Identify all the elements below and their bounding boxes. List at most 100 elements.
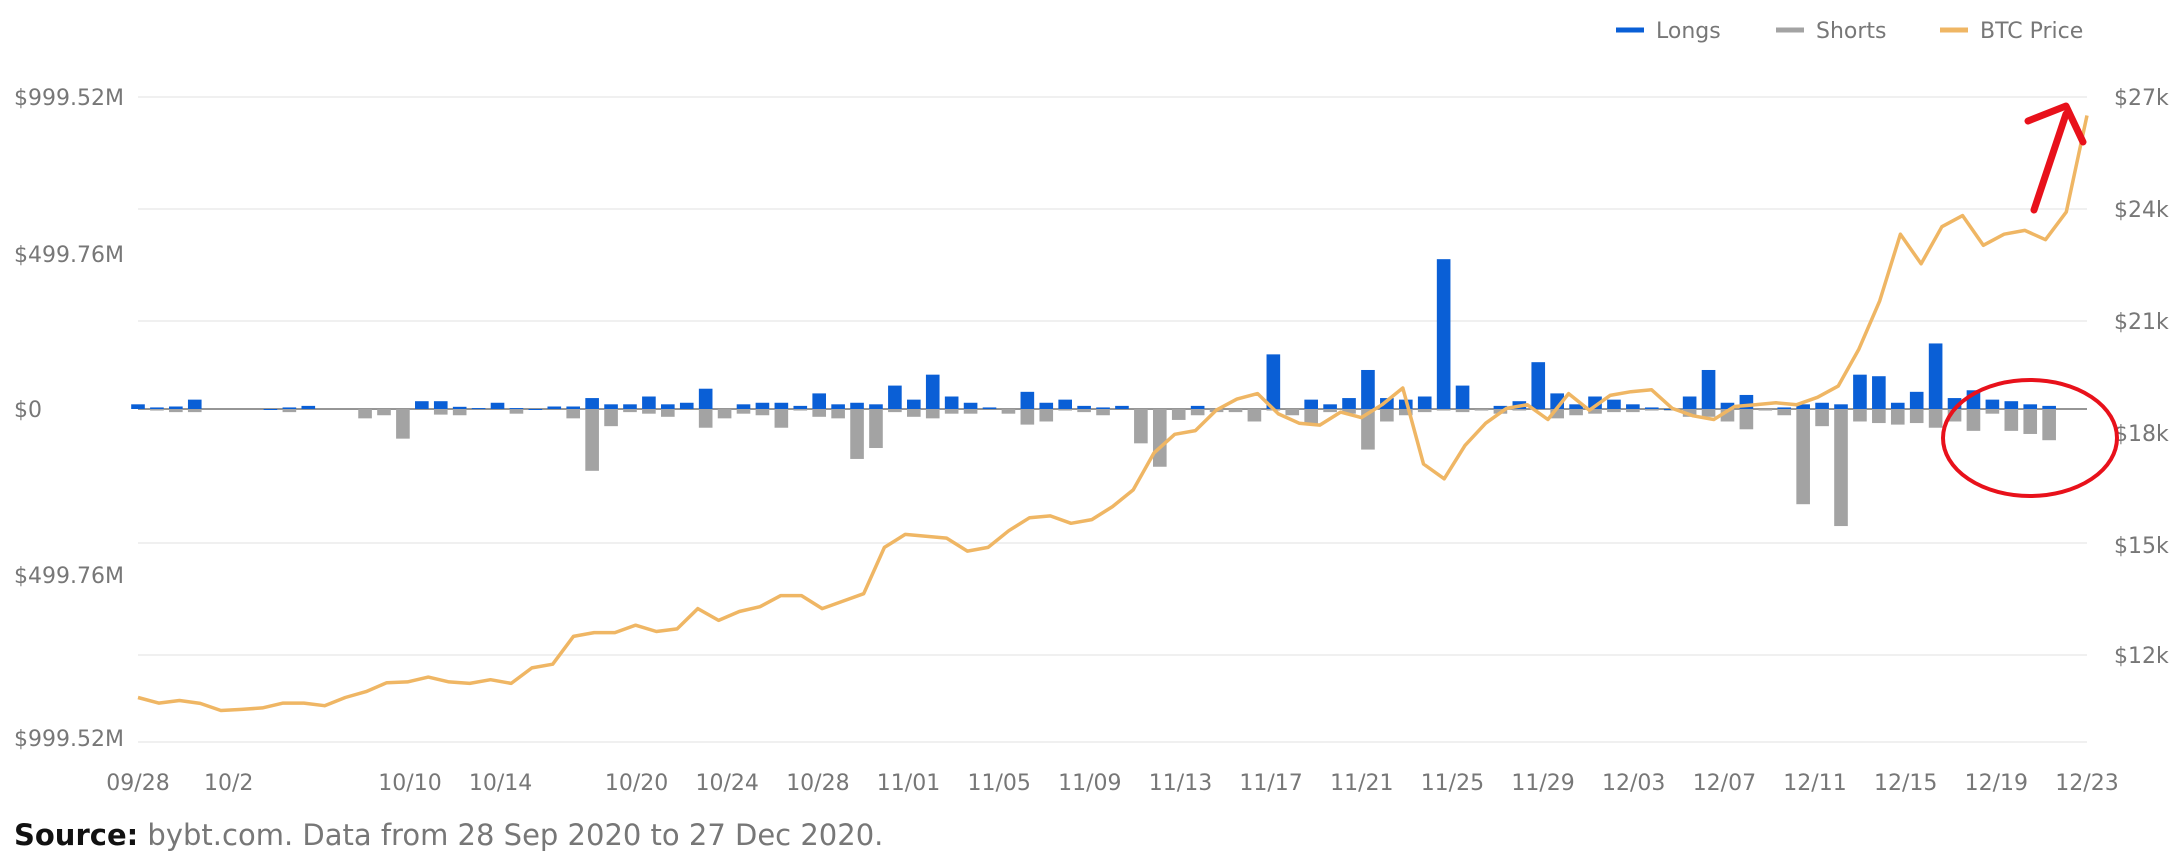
shorts-bar bbox=[1872, 409, 1886, 424]
shorts-bar bbox=[774, 409, 789, 428]
longs-bar bbox=[642, 396, 656, 409]
shorts-bar bbox=[1890, 409, 1905, 425]
shorts-bar bbox=[1039, 409, 1054, 422]
longs-bar bbox=[1682, 396, 1697, 409]
source-note: Source: bybt.com. Data from 28 Sep 2020 … bbox=[14, 818, 883, 852]
longs-bar bbox=[1039, 402, 1054, 409]
longs-bar bbox=[1455, 385, 1470, 409]
shorts-bar bbox=[1285, 409, 1300, 416]
shorts-bar bbox=[1512, 409, 1527, 411]
shorts-bar bbox=[187, 409, 202, 413]
longs-bar bbox=[1077, 405, 1091, 409]
longs-bar bbox=[490, 402, 505, 409]
shorts-bar bbox=[282, 409, 297, 413]
longs-bar bbox=[1607, 399, 1621, 409]
longs-bar bbox=[1342, 398, 1356, 409]
shorts-bar bbox=[1077, 409, 1091, 413]
x-tick-label: 12/19 bbox=[1965, 771, 2028, 796]
longs-bar bbox=[1853, 374, 1867, 409]
longs-bar bbox=[1020, 391, 1035, 409]
shorts-bar bbox=[642, 409, 656, 414]
longs-bar bbox=[812, 393, 827, 409]
longs-bar bbox=[1796, 404, 1810, 409]
longs-bar bbox=[679, 402, 694, 409]
shorts-bar bbox=[1607, 409, 1621, 413]
longs-bar bbox=[793, 405, 808, 409]
shorts-bar bbox=[1815, 409, 1829, 427]
x-tick-label: 11/09 bbox=[1058, 771, 1121, 796]
shorts-bar bbox=[358, 409, 372, 419]
legend-label: BTC Price bbox=[1980, 19, 2083, 44]
shorts-bar bbox=[1739, 409, 1754, 430]
longs-bar bbox=[736, 404, 751, 409]
shorts-bar bbox=[1834, 409, 1848, 527]
shorts-bar bbox=[1985, 409, 2000, 414]
y-left-tick-label: $0 bbox=[14, 398, 42, 423]
longs-bar bbox=[301, 405, 316, 409]
shorts-bar bbox=[1928, 409, 1943, 428]
shorts-bar bbox=[812, 409, 827, 417]
shorts-bar bbox=[1342, 409, 1356, 414]
x-tick-label: 11/25 bbox=[1421, 771, 1484, 796]
shorts-bar bbox=[831, 409, 845, 419]
shorts-bar bbox=[1020, 409, 1035, 425]
shorts-bar bbox=[925, 409, 940, 419]
longs-bar bbox=[1361, 369, 1375, 409]
shorts-bar bbox=[1455, 409, 1470, 413]
shorts-bar bbox=[1417, 409, 1432, 413]
longs-bar bbox=[1380, 398, 1394, 409]
y-right-tick-label: $21k bbox=[2114, 310, 2169, 335]
longs-bar bbox=[528, 409, 543, 410]
red-arrow-shaft bbox=[2030, 110, 2070, 214]
longs-bar bbox=[187, 399, 202, 409]
longs-bar bbox=[1304, 399, 1318, 409]
longs-bar bbox=[1834, 404, 1848, 409]
longs-bar bbox=[1115, 405, 1129, 409]
y-right-tick-label: $15k bbox=[2114, 534, 2169, 559]
x-tick-label: 12/23 bbox=[2055, 771, 2118, 796]
source-text: bybt.com. Data from 28 Sep 2020 to 27 De… bbox=[138, 818, 884, 852]
shorts-bar bbox=[1096, 409, 1110, 416]
shorts-bar bbox=[1171, 409, 1186, 420]
longs-bar bbox=[1777, 407, 1792, 409]
longs-bar bbox=[1096, 407, 1110, 409]
x-tick-label: 12/03 bbox=[1602, 771, 1665, 796]
shorts-bar bbox=[1361, 409, 1375, 450]
longs-bar bbox=[982, 407, 997, 409]
y-left-tick-label: $999.52M bbox=[14, 86, 124, 111]
y-right-tick-label: $27k bbox=[2114, 86, 2169, 111]
longs-bar bbox=[1323, 404, 1337, 409]
shorts-bar bbox=[433, 409, 448, 415]
x-tick-label: 10/2 bbox=[204, 771, 253, 796]
longs-bar bbox=[1872, 376, 1886, 409]
longs-bar bbox=[831, 404, 845, 409]
longs-bar bbox=[1909, 391, 1924, 409]
legend-label: Longs bbox=[1656, 19, 1721, 44]
longs-bar bbox=[509, 408, 524, 410]
shorts-bar bbox=[566, 409, 581, 419]
shorts-bar bbox=[1777, 409, 1792, 416]
x-tick-label: 10/14 bbox=[469, 771, 532, 796]
longs-bar bbox=[944, 396, 959, 409]
shorts-bar bbox=[793, 409, 808, 411]
source-label: Source: bbox=[14, 818, 139, 852]
x-tick-label: 10/28 bbox=[786, 771, 849, 796]
x-tick-label: 11/05 bbox=[967, 771, 1030, 796]
longs-bar bbox=[433, 401, 448, 409]
longs-bar bbox=[1266, 354, 1281, 409]
longs-bar bbox=[907, 399, 921, 409]
shorts-bar bbox=[377, 409, 391, 416]
shorts-bar bbox=[1626, 409, 1640, 413]
shorts-bar bbox=[944, 409, 959, 414]
longs-bar bbox=[1190, 405, 1205, 409]
longs-bar bbox=[282, 407, 297, 409]
shorts-bar bbox=[604, 409, 618, 427]
shorts-bar bbox=[1380, 409, 1394, 422]
longs-bar bbox=[1493, 405, 1508, 409]
y-right-tick-label: $12k bbox=[2114, 644, 2169, 669]
longs-bar bbox=[1058, 399, 1072, 409]
shorts-bar bbox=[1588, 409, 1602, 414]
longs-bar bbox=[888, 385, 902, 409]
longs-bar bbox=[263, 409, 278, 410]
longs-bar bbox=[566, 406, 581, 409]
